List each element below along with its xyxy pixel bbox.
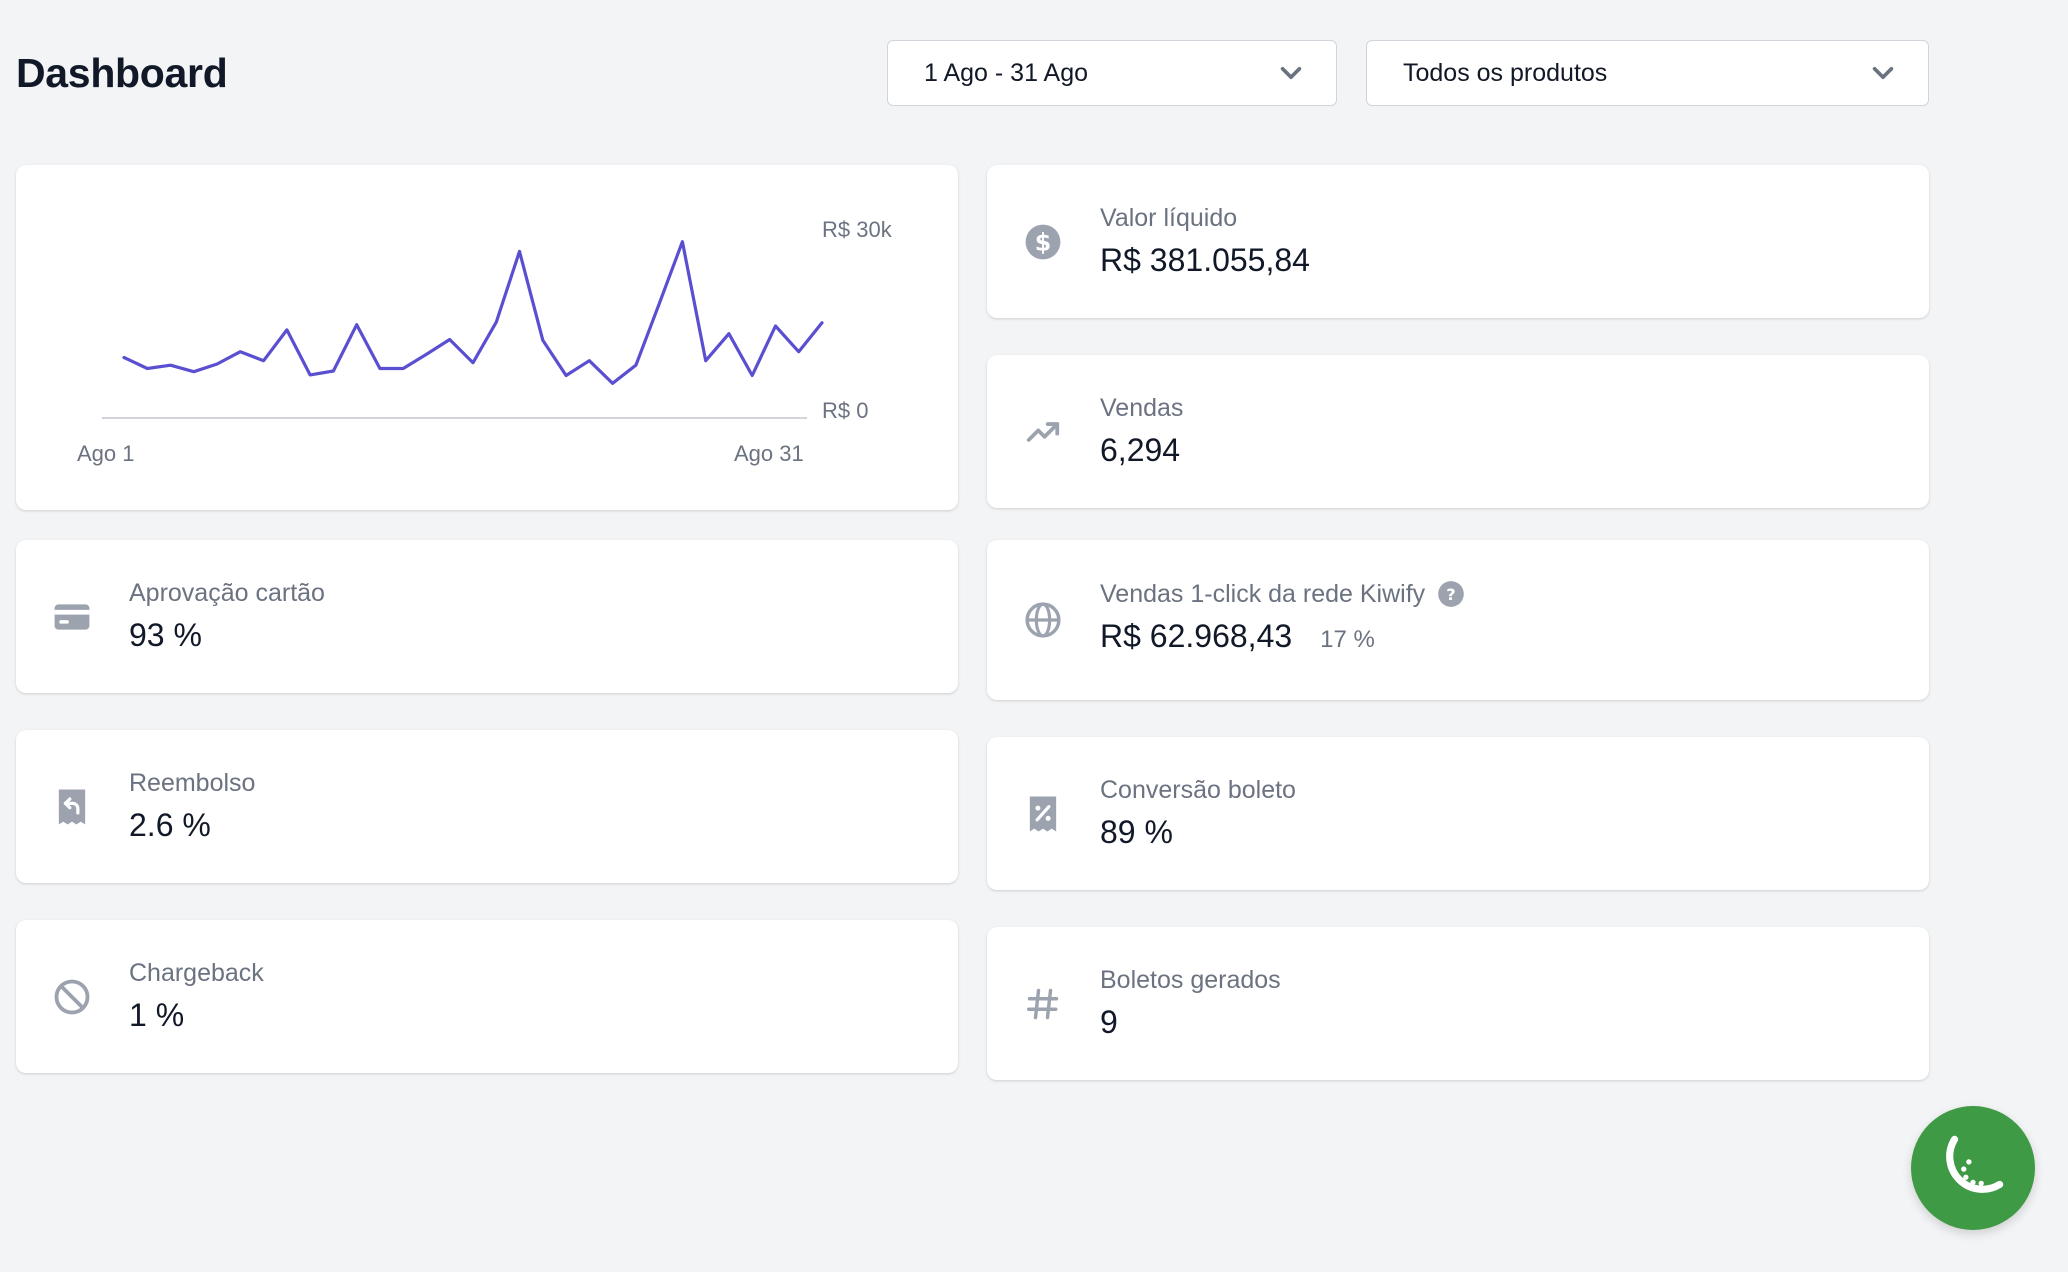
question-circle-icon[interactable]: ? [1437,580,1465,608]
stat-card-aprovacao-cartao: Aprovação cartão 93 % [16,540,958,693]
stat-label: Chargeback [129,958,264,987]
receipt-tax-icon [1023,794,1063,834]
credit-card-icon [52,597,92,637]
kiwi-logo-icon [1932,1125,2014,1212]
stat-value-text: 9 [1100,1003,1118,1040]
stat-value: R$ 62.968,43 17 % [1100,613,1465,663]
stat-card-reembolso: Reembolso 2.6 % [16,730,958,883]
stat-card-kiwify-one-click: Vendas 1-click da rede Kiwify ? R$ 62.96… [987,540,1929,700]
stat-card-chargeback: Chargeback 1 % [16,920,958,1073]
chevron-down-icon [1868,58,1898,88]
stat-value: 89 % [1100,809,1296,855]
svg-text:?: ? [1446,585,1455,604]
svg-text:$: $ [1035,228,1052,256]
stat-value: 93 % [129,612,325,658]
stat-label: Conversão boleto [1100,775,1296,804]
stat-value-text: R$ 381.055,84 [1100,241,1310,278]
page-title: Dashboard [16,50,228,96]
chevron-down-icon [1276,58,1306,88]
stat-value-text: 93 % [129,616,202,653]
product-filter-value: Todos os produtos [1403,58,1608,87]
stat-label: Valor líquido [1100,203,1238,232]
sales-chart-card: R$ 30k R$ 0 Ago 1 Ago 31 [16,165,958,510]
stat-percentage: 17 % [1320,626,1375,653]
y-max-label: R$ 30k [822,217,893,242]
stat-value: 6,294 [1100,427,1183,473]
x-start-label: Ago 1 [77,441,135,466]
stat-label-row: Vendas 1-click da rede Kiwify ? [1100,577,1465,611]
stat-value: 1 % [129,992,264,1038]
chart-series-line [122,240,824,385]
stat-label: Vendas 1-click da rede Kiwify [1100,580,1426,608]
x-end-label: Ago 31 [734,441,804,466]
date-range-value: 1 Ago - 31 Ago [924,58,1089,87]
stat-label: Aprovação cartão [129,578,325,607]
stat-card-conversao-boleto: Conversão boleto 89 % [987,737,1929,890]
ban-icon [52,977,92,1017]
stat-value-text: 6,294 [1100,431,1181,468]
stat-label: Reembolso [129,768,256,797]
kiwify-support-button[interactable] [1911,1106,2035,1230]
stat-value-text: 2.6 % [129,806,211,843]
stat-label: Boletos gerados [1100,965,1281,994]
stat-value-text: 1 % [129,996,185,1033]
stat-card-vendas: Vendas 6,294 [987,355,1929,508]
stat-value: R$ 381.055,84 [1100,237,1310,283]
date-range-select[interactable]: 1 Ago - 31 Ago [887,40,1337,106]
trending-up-icon [1023,412,1063,452]
stat-label: Vendas [1100,393,1184,422]
dollar-circle-icon: $ [1023,222,1063,262]
globe-icon [1023,600,1063,640]
stat-value: 2.6 % [129,802,255,848]
y-min-label: R$ 0 [822,398,868,423]
hashtag-icon [1023,984,1063,1024]
product-filter-select[interactable]: Todos os produtos [1366,40,1929,106]
stat-value-text: R$ 62.968,43 [1100,618,1293,654]
stat-card-valor-liquido: $ Valor líquido R$ 381.055,84 [987,165,1929,318]
sales-line-chart: R$ 30k R$ 0 Ago 1 Ago 31 [77,217,893,466]
receipt-refund-icon [52,787,92,827]
stat-value-text: 89 % [1100,813,1173,850]
stat-card-boletos-gerados: Boletos gerados 9 [987,927,1929,1080]
stat-value: 9 [1100,999,1281,1045]
